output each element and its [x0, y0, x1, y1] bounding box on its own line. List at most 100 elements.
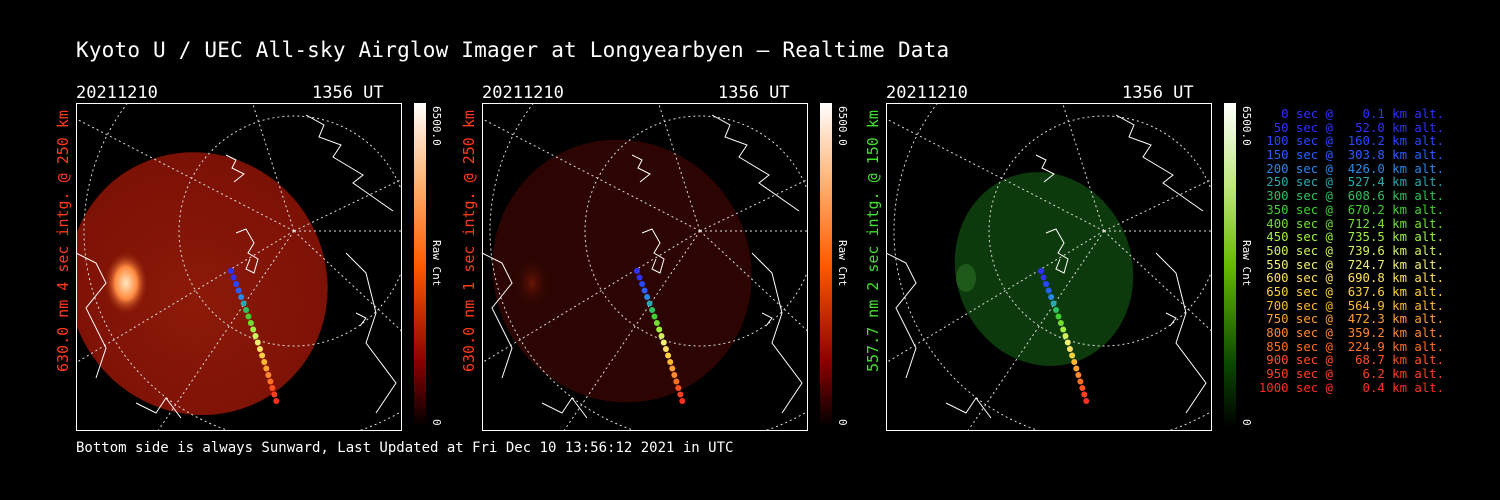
trajectory-point [634, 268, 640, 274]
trajectory-point [243, 307, 250, 313]
legend-row: 700 sec @ 564.9 km alt. [1258, 298, 1444, 313]
trajectory-point [646, 300, 653, 307]
legend-row: 100 sec @ 160.2 km alt. [1258, 134, 1444, 149]
trajectory-point [1045, 287, 1052, 294]
trajectory-point [1071, 359, 1078, 365]
trajectory-point [247, 320, 254, 326]
panel-3-colorbar-max: 6500.0 [1240, 106, 1253, 146]
trajectory-point [245, 313, 252, 320]
legend-row: 650 sec @ 637.6 km alt. [1258, 284, 1444, 299]
footer-update-text: Bottom side is always Sunward, Last Upda… [76, 440, 734, 456]
panel-2-trajectory [634, 268, 686, 404]
trajectory-point [1075, 372, 1082, 378]
legend-row: 600 sec @ 690.8 km alt. [1258, 271, 1444, 286]
legend-row: 450 sec @ 735.5 km alt. [1258, 230, 1444, 245]
panel-3-date: 20211210 [886, 83, 968, 103]
legend-row: 950 sec @ 6.2 km alt. [1258, 367, 1444, 382]
trajectory-point [1077, 378, 1084, 385]
panel-1-date: 20211210 [76, 83, 158, 103]
legend-row: 900 sec @ 68.7 km alt. [1258, 353, 1444, 368]
trajectory-point [641, 287, 648, 294]
trajectory-point [669, 365, 676, 372]
trajectory-point [675, 385, 682, 391]
trajectory-point [271, 391, 278, 398]
legend-row: 1000 sec @ 0.4 km alt. [1258, 380, 1444, 395]
panel-2-aurora-spot [514, 257, 550, 309]
panel-2-allsky-image [482, 103, 808, 431]
trajectory-point [1038, 268, 1044, 274]
trajectory-point [658, 333, 665, 339]
trajectory-point [240, 300, 247, 307]
trajectory-point [1073, 365, 1080, 372]
trajectory-point [649, 307, 656, 313]
trajectory-point [265, 372, 272, 378]
legend-row: 850 sec @ 224.9 km alt. [1258, 339, 1444, 354]
trajectory-point [656, 326, 663, 333]
trajectory-point [269, 385, 276, 391]
panel-3-colorbar-min: 0 [1240, 419, 1253, 426]
trajectory-point [259, 352, 266, 359]
panel-1-trajectory [228, 268, 280, 404]
legend-row: 250 sec @ 527.4 km alt. [1258, 175, 1444, 190]
trajectory-point [228, 268, 234, 274]
trajectory-point [653, 320, 660, 326]
trajectory-point [235, 287, 242, 294]
trajectory-point [1062, 333, 1069, 339]
legend-row: 200 sec @ 426.0 km alt. [1258, 161, 1444, 176]
panel-1-aurora-spot [104, 251, 148, 315]
trajectory-point [644, 294, 651, 300]
panel-2-date: 20211210 [482, 83, 564, 103]
legend-row: 400 sec @ 712.4 km alt. [1258, 216, 1444, 231]
page-title: Kyoto U / UEC All-sky Airglow Imager at … [76, 38, 950, 62]
legend-row: 750 sec @ 472.3 km alt. [1258, 312, 1444, 327]
trajectory-point [261, 359, 268, 365]
panel-1-colorbar-max: 6500.0 [430, 106, 443, 146]
panel-1-time: 1356 UT [312, 83, 384, 103]
trajectory-point [250, 326, 257, 333]
trajectory-point [679, 398, 686, 404]
legend-row: 300 sec @ 608.6 km alt. [1258, 189, 1444, 204]
legend-row: 550 sec @ 724.7 km alt. [1258, 257, 1444, 272]
panel-3-coastlines [886, 114, 1207, 419]
panel-1-colorbar-min: 0 [430, 419, 443, 426]
trajectory-point [1064, 339, 1071, 346]
trajectory-point [1057, 320, 1064, 326]
trajectory-point [233, 281, 240, 287]
panel-3-colorbar [1224, 103, 1236, 427]
trajectory-point [636, 274, 643, 281]
trajectory-point [677, 391, 684, 398]
legend-row: 800 sec @ 359.2 km alt. [1258, 326, 1444, 340]
trajectory-point [1043, 281, 1050, 287]
legend-row: 150 sec @ 303.8 km alt. [1258, 148, 1444, 163]
panel-3-allsky-image [886, 103, 1212, 431]
panel-2-time: 1356 UT [718, 83, 790, 103]
trajectory-point [651, 313, 658, 320]
trajectory-point [639, 281, 646, 287]
trajectory-point [252, 333, 259, 339]
trajectory-point [238, 294, 245, 300]
trajectory-point [273, 398, 280, 404]
trajectory-point [263, 365, 270, 372]
panel-3-airglow-disk [954, 172, 1134, 366]
legend-row: 350 sec @ 670.2 km alt. [1258, 202, 1444, 217]
panel-2-coastlines [482, 114, 803, 419]
trajectory-point [671, 372, 678, 378]
panel-2-colorbar-max: 6500.0 [836, 106, 849, 146]
legend-row: 0 sec @ 0.1 km alt. [1258, 107, 1444, 121]
legend-row: 50 sec @ 52.0 km alt. [1258, 120, 1444, 135]
trajectory-point [1081, 391, 1088, 398]
trajectory-point [1060, 326, 1067, 333]
trajectory-point [1048, 294, 1055, 300]
panel-1-coastlines [76, 114, 397, 419]
trajectory-point [660, 339, 667, 346]
panel-2-airglow-disk [492, 139, 752, 403]
panel-1-side-label: 630.0 nm 4 sec intg. @ 250 km [54, 110, 72, 372]
trajectory-point [673, 378, 680, 385]
trajectory-point [1069, 352, 1076, 359]
trajectory-point [667, 359, 674, 365]
panel-2-colorbar-unit: Raw Cnt [836, 240, 849, 287]
panel-2-colorbar-min: 0 [836, 419, 849, 426]
trajectory-point [256, 346, 263, 352]
panel-3-time: 1356 UT [1122, 83, 1194, 103]
legend-row: 500 sec @ 739.6 km alt. [1258, 243, 1444, 258]
